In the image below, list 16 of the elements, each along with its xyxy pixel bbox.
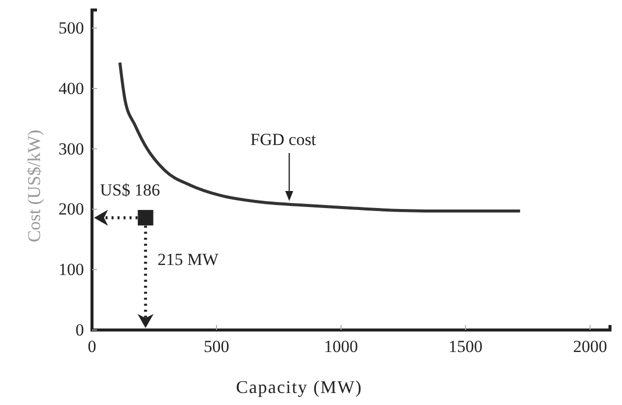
x-tick-label: 0 [88,337,96,356]
y-tick-label: 200 [58,200,84,219]
x-tick-label: 1000 [324,337,358,356]
y-tick-label: 400 [58,78,84,98]
y-tick-label: 100 [58,260,84,280]
x-axis-title: Capacity (MW) [236,377,362,397]
x-tick-label: 1500 [448,337,483,356]
y-tick-label: 500 [58,18,84,38]
x-tick-label: 2000 [573,337,608,356]
y-tick-label: 300 [58,139,84,158]
annotation: 215 MW [158,250,220,269]
y-tick-label: 0 [76,320,84,340]
y-axis-title: Cost (US$/kW) [24,130,44,242]
x-tick-label: 500 [204,337,230,356]
annotation: FGD cost [250,130,316,150]
annotation: US$ 186 [100,180,160,200]
